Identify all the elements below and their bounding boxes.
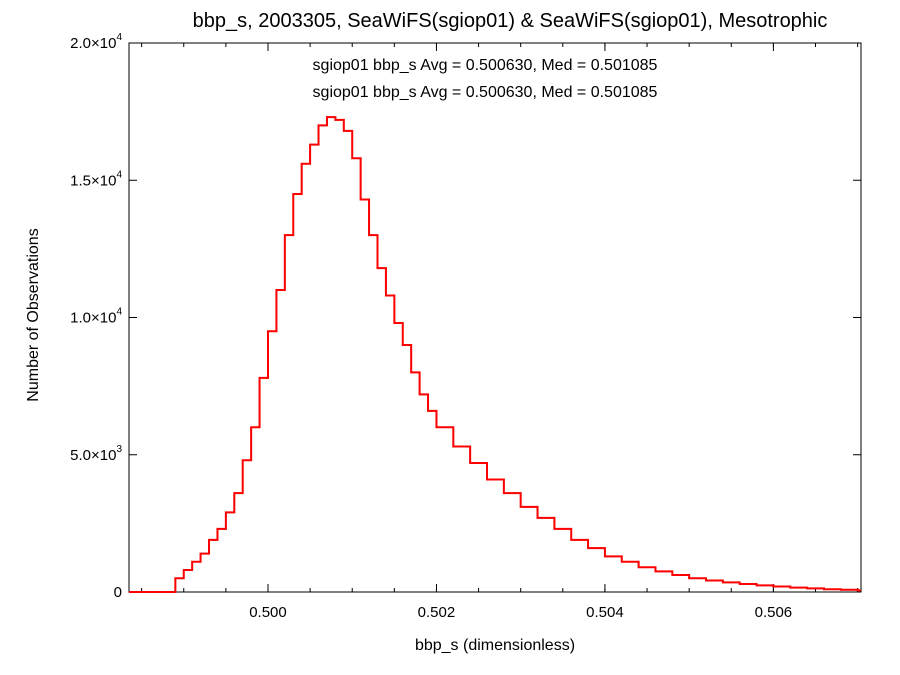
x-axis-ticks: 0.500 0.502 0.504 0.506 (141, 43, 859, 621)
y-tick-label: 5.0×103 (70, 444, 122, 464)
x-tick-label: 0.506 (755, 604, 793, 621)
x-tick-label: 0.500 (249, 604, 287, 621)
y-axis-title: Number of Observations (25, 228, 42, 401)
annotation-red: sgiop01 bbp_s Avg = 0.500630, Med = 0.50… (313, 84, 658, 101)
y-tick-label: 0 (114, 584, 122, 601)
x-axis-title: bbp_s (dimensionless) (415, 637, 575, 654)
chart-title: bbp_s, 2003305, SeaWiFS(sgiop01) & SeaWi… (193, 10, 828, 32)
y-tick-label: 2.0×104 (70, 32, 122, 52)
y-tick-label: 1.5×104 (70, 169, 122, 189)
plot-frame (128, 42, 862, 593)
x-tick-label: 0.502 (418, 604, 456, 621)
plot-border (128, 42, 862, 593)
y-tick-label: 1.0×104 (70, 307, 122, 327)
series-step-line-0 (129, 116, 861, 593)
y-axis-ticks: 0 5.0×103 1.0×104 1.5×104 2.0×104 (70, 32, 861, 601)
annotation-black: sgiop01 bbp_s Avg = 0.500630, Med = 0.50… (313, 57, 658, 74)
series-layer (129, 116, 861, 593)
series-step-line-1 (129, 116, 861, 593)
x-tick-label: 0.504 (586, 604, 624, 621)
